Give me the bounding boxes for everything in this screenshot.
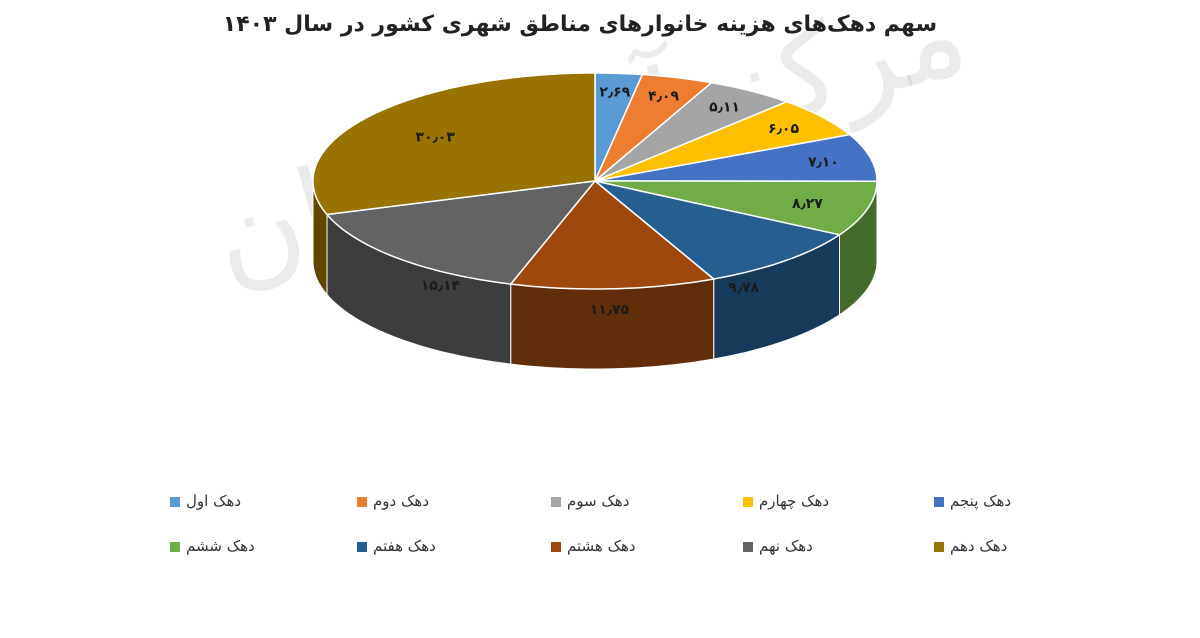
legend-item-1: دهک اول [170,492,280,512]
legend-item-9: دهک نهم [743,537,853,557]
legend-swatch-6 [170,542,180,552]
pie-side-8 [510,278,715,370]
data-label-1: ۲٫۶۹ [599,85,630,101]
legend-swatch-2 [357,497,367,507]
data-label-3: ۵٫۱۱ [709,99,740,115]
legend-swatch-9 [743,542,753,552]
legend-swatch-3 [551,497,561,507]
pie-slice-5 [594,133,878,183]
legend-swatch-10 [934,542,944,552]
pie-slice-8 [509,179,716,290]
chart-title: سهم دهک‌های هزینه خانوارهای مناطق شهری ک… [222,12,938,37]
data-label-4: ۶٫۰۵ [768,121,799,137]
legend-item-6: دهک ششم [170,537,280,557]
legend-swatch-8 [551,542,561,552]
pie-top [312,72,878,290]
legend-label-3: دهک سوم [567,492,630,510]
legend-label-2: دهک دوم [373,492,429,510]
legend-item-5: دهک پنجم [934,492,1044,512]
pie-slice-7 [594,180,842,280]
legend-item-2: دهک دوم [357,492,467,512]
data-label-8: ۱۱٫۷۵ [590,302,630,318]
legend-label-1: دهک اول [186,492,242,510]
legend-swatch-1 [170,497,180,507]
pie-slice-6 [594,180,878,236]
pie-sides [312,181,878,370]
legend-item-7: دهک هفتم [357,537,467,557]
data-label-9: ۱۵٫۱۴ [421,278,461,294]
legend-label-9: دهک نهم [759,537,813,555]
legend-swatch-4 [743,497,753,507]
pie-slice-2 [594,73,714,182]
data-label-2: ۴٫۰۹ [648,88,679,104]
legend-item-8: دهک هشتم [551,537,661,557]
legend-label-5: دهک پنجم [950,492,1012,510]
data-label-7: ۹٫۷۸ [728,280,759,296]
legend-item-10: دهک دهم [934,537,1044,557]
legend-label-8: دهک هشتم [567,537,636,555]
legend-item-3: دهک سوم [551,492,661,512]
legend-label-10: دهک دهم [950,537,1008,555]
data-label-6: ۸٫۲۷ [792,196,823,212]
pie-labels: ۲٫۶۹ ۴٫۰۹ ۵٫۱۱ ۶٫۰۵ ۷٫۱۰ ۸٫۲۷ ۹٫۷۸ ۱۱٫۷۵ ۱۵٫۱۴ ۳۰… [415,85,838,318]
data-label-10: ۳۰٫۰۳ [415,130,455,146]
legend-swatch-5 [934,497,944,507]
data-label-5: ۷٫۱۰ [808,154,839,170]
legend-label-7: دهک هفتم [373,537,436,555]
legend-label-6: دهک ششم [186,537,255,555]
legend-item-4: دهک چهارم [743,492,853,512]
legend-swatch-7 [357,542,367,552]
pie-slice-4 [594,100,852,182]
pie-slice-10 [312,72,596,216]
legend-label-4: دهک چهارم [759,492,830,510]
pie-slice-3 [594,81,789,182]
